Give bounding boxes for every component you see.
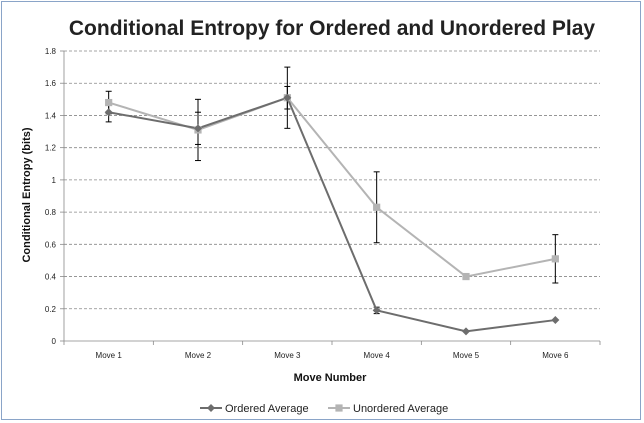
x-axis-title: Move Number bbox=[294, 372, 367, 384]
data-point-ordered bbox=[462, 327, 470, 336]
data-point-unordered bbox=[105, 98, 113, 107]
legend-marker-ordered bbox=[207, 404, 215, 412]
legend-label-unordered: Unordered Average bbox=[353, 403, 448, 415]
legend: Ordered Average Unordered Average bbox=[200, 403, 448, 415]
y-tick-label: 0.2 bbox=[45, 305, 57, 314]
data-point-ordered bbox=[283, 93, 292, 102]
x-tick-label: Move 1 bbox=[96, 351, 123, 360]
legend-label-ordered: Ordered Average bbox=[225, 403, 309, 415]
x-tick-label: Move 4 bbox=[364, 351, 391, 360]
data-point-unordered bbox=[551, 255, 559, 263]
y-tick-label: 1.4 bbox=[45, 111, 57, 120]
x-tick-label: Move 6 bbox=[542, 351, 569, 360]
y-tick-label: 1 bbox=[52, 176, 57, 185]
series-lines bbox=[108, 96, 556, 333]
x-tick-label: Move 5 bbox=[453, 351, 480, 360]
y-tick-labels: 0 0.2 0.4 0.6 0.8 1 1.2 1.4 1.6 1.8 bbox=[45, 47, 57, 346]
data-point-unordered bbox=[462, 272, 470, 281]
data-point-ordered bbox=[104, 108, 113, 117]
series-line-ordered bbox=[108, 96, 556, 333]
y-tick-label: 0.8 bbox=[45, 208, 57, 217]
data-point-unordered bbox=[373, 203, 381, 211]
series-markers bbox=[104, 93, 560, 336]
gridlines bbox=[64, 50, 600, 310]
y-tick-label: 0.6 bbox=[45, 240, 57, 249]
y-tick-label: 0.4 bbox=[45, 273, 57, 282]
y-tick-label: 1.8 bbox=[45, 47, 57, 56]
y-axis-title: Conditional Entropy (bits) bbox=[21, 127, 33, 262]
y-tick-label: 0 bbox=[52, 337, 57, 346]
axes bbox=[60, 50, 601, 345]
y-tick-label: 1.2 bbox=[45, 144, 57, 153]
data-point-ordered bbox=[372, 306, 381, 315]
y-tick-label: 1.6 bbox=[45, 79, 57, 88]
x-tick-label: Move 2 bbox=[185, 351, 212, 360]
x-tick-labels: Move 1 Move 2 Move 3 Move 4 Move 5 Move 6 bbox=[96, 351, 569, 360]
data-point-ordered bbox=[194, 124, 202, 133]
data-point-ordered bbox=[551, 316, 560, 325]
chart-title: Conditional Entropy for Ordered and Unor… bbox=[69, 17, 596, 40]
x-tick-label: Move 3 bbox=[274, 351, 301, 360]
legend-marker-unordered bbox=[335, 404, 343, 412]
